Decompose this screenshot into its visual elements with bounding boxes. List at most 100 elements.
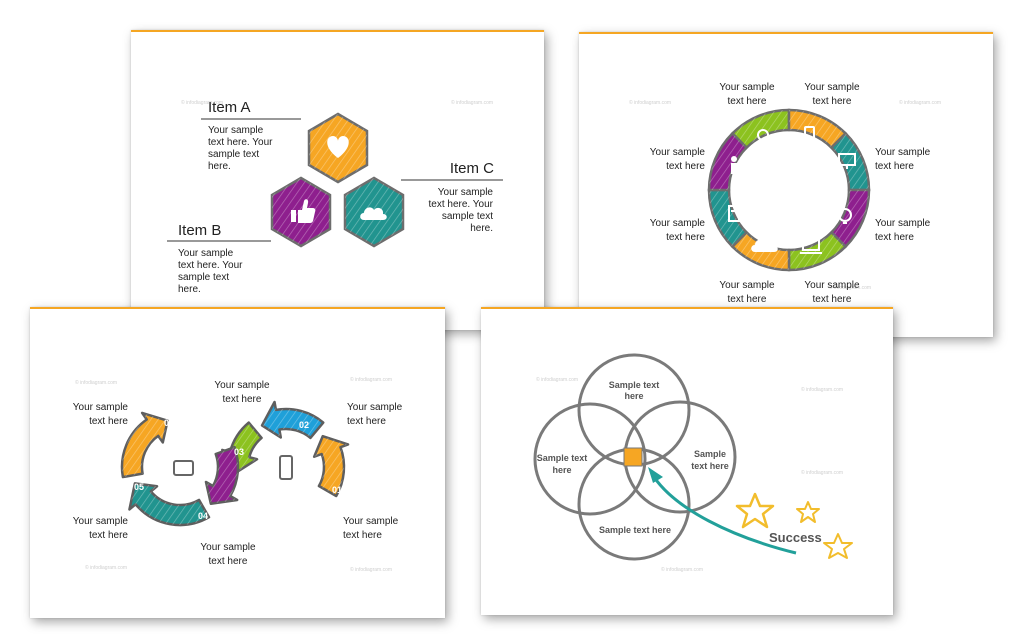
person-icon	[731, 156, 737, 174]
ring-label: text here	[875, 232, 914, 243]
cycle-label: text here	[347, 416, 386, 427]
cycle-arrow-hatch	[205, 447, 238, 504]
magnifier-icon	[757, 129, 773, 145]
venn-circle-left	[533, 402, 647, 516]
venn-label-top: Sample text	[609, 380, 660, 390]
cycle-label: text here	[223, 394, 262, 405]
svg-text:© infodiagram.com: © infodiagram.com	[451, 99, 493, 106]
ring-label: text here	[875, 161, 914, 172]
item-b-line: sample text	[178, 272, 229, 283]
ring-label: text here	[728, 294, 767, 305]
ring-label: Your sample	[719, 82, 775, 93]
slide-ring-cycle[interactable]: © infodiagram.com © infodiagram.com © in…	[579, 32, 993, 337]
phone-icon	[804, 126, 815, 143]
step-number: 04	[198, 511, 208, 521]
ring-label: text here	[666, 161, 705, 172]
ring-diagram	[707, 108, 871, 272]
success-arrowhead	[648, 467, 663, 483]
slide-hexagon-items[interactable]: © infodiagram.com © infodiagram.com © in…	[131, 30, 544, 330]
ring-label: text here	[813, 96, 852, 107]
ring-segment-hatch	[831, 133, 869, 190]
server-icon	[728, 205, 740, 222]
svg-text:© infodiagram.com: © infodiagram.com	[85, 564, 127, 571]
ring-label: Your sample	[875, 147, 931, 158]
svg-text:© infodiagram.com: © infodiagram.com	[629, 99, 671, 106]
venn-label-right: Sample	[694, 449, 726, 459]
step-number: 02	[299, 420, 309, 430]
thumbs-up-icon	[291, 199, 316, 223]
svg-text:© infodiagram.com: © infodiagram.com	[801, 469, 843, 476]
cycle-arrow-hatch	[121, 412, 168, 478]
venn-label-left: Sample text	[537, 453, 588, 463]
ring-label: Your sample	[875, 218, 931, 229]
svg-text:© infodiagram.com: © infodiagram.com	[899, 99, 941, 106]
svg-text:© infodiagram.com: © infodiagram.com	[350, 566, 392, 573]
ring-segment-hatch	[789, 110, 846, 148]
ring-label: Your sample	[804, 280, 860, 291]
cycle-label: Your sample	[214, 380, 270, 391]
star-icon	[735, 492, 775, 529]
ring-segment-hatch	[709, 133, 747, 190]
venn-center-square	[623, 447, 643, 467]
ring-segment-hatch	[732, 110, 789, 148]
cycle-label: Your sample	[343, 516, 399, 527]
success-arrow	[652, 476, 797, 555]
cycle-label: text here	[209, 556, 248, 567]
svg-text:© infodiagram.com: © infodiagram.com	[801, 386, 843, 393]
item-a-line: text here. Your	[208, 137, 273, 148]
cycle-label: Your sample	[73, 516, 129, 527]
item-b-line: text here. Your	[178, 260, 243, 271]
slide-arrow-cycles[interactable]: © infodiagram.com © infodiagram.com © in…	[30, 307, 445, 618]
ring-segment-hatch	[789, 232, 846, 270]
step-number: 06	[164, 418, 174, 428]
item-c-title: Item C	[450, 160, 494, 177]
ring-segment-hatch	[709, 190, 747, 247]
cycle-label: Your sample	[73, 402, 129, 413]
svg-text:© infodiagram.com: © infodiagram.com	[350, 376, 392, 383]
cycle-arrow-hatch	[262, 402, 324, 438]
ring-label: Your sample	[650, 218, 706, 229]
cycle-label: text here	[89, 530, 128, 541]
heart-icon	[327, 136, 349, 158]
ring-label: text here	[728, 96, 767, 107]
step-number: 03	[234, 447, 244, 457]
item-c-line: here.	[470, 223, 493, 234]
ring-label: Your sample	[650, 147, 706, 158]
lightbulb-icon	[838, 208, 852, 224]
item-a-line: here.	[208, 161, 231, 172]
smartphone-icon	[279, 455, 293, 480]
ring-label: text here	[666, 232, 705, 243]
cycle-arrow-hatch	[129, 483, 209, 525]
item-c-line: Your sample	[438, 187, 494, 198]
step-number: 01	[332, 485, 342, 495]
arrow-cycle-group	[120, 400, 350, 527]
item-b-line: Your sample	[178, 248, 234, 259]
svg-text:© infodiagram.com: © infodiagram.com	[75, 379, 117, 386]
ring-label: text here	[813, 294, 852, 305]
slide-venn-success[interactable]: © infodiagram.com © infodiagram.com © in…	[481, 307, 893, 615]
venn-label-right: text here	[691, 461, 729, 471]
venn-label-top: here	[624, 391, 643, 401]
item-a-line: Your sample	[208, 125, 264, 136]
step-number: 05	[134, 482, 144, 492]
venn-label-bottom: Sample text here	[599, 525, 671, 535]
cloud-icon	[360, 207, 387, 220]
tablet-icon	[173, 460, 194, 476]
item-b-line: here.	[178, 284, 201, 295]
cycle-label: Your sample	[200, 542, 256, 553]
cycle-label: text here	[343, 530, 382, 541]
item-c-line: sample text	[442, 211, 493, 222]
item-a-title: Item A	[208, 99, 251, 116]
venn-label-left: here	[552, 465, 571, 475]
svg-text:© infodiagram.com: © infodiagram.com	[181, 99, 223, 106]
ring-label: Your sample	[804, 82, 860, 93]
star-icon	[823, 533, 853, 559]
item-b-title: Item B	[178, 222, 221, 239]
laptop-icon	[800, 239, 822, 254]
star-icon	[796, 501, 820, 523]
cycle-label: text here	[89, 416, 128, 427]
success-label: Success	[769, 530, 822, 545]
cycle-label: Your sample	[347, 402, 403, 413]
ring-label: Your sample	[719, 280, 775, 291]
cycle-arrow-hatch	[314, 436, 349, 496]
